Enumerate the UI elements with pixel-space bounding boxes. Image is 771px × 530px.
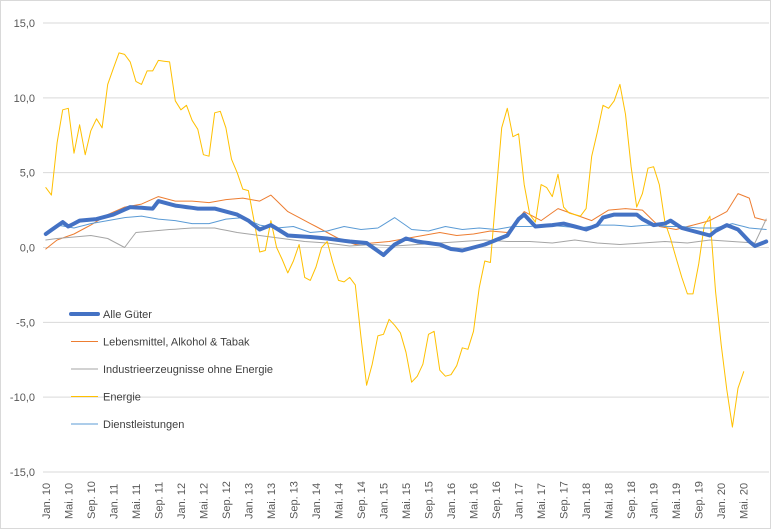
x-tick-label: Mai. 14 (333, 483, 345, 519)
x-tick-label: Mai. 12 (198, 483, 210, 519)
x-tick-label: Jan. 19 (649, 483, 661, 519)
series-line-3 (45, 52, 745, 428)
series-lines (43, 52, 769, 428)
x-tick-label: Mai. 17 (536, 483, 548, 519)
y-tick-label: 15,0 (14, 18, 35, 30)
x-tick-label: Jan. 13 (243, 483, 255, 519)
x-tick-label: Mai. 19 (671, 483, 683, 519)
x-tick-label: Jan. 14 (311, 483, 323, 519)
x-tick-label: Jan. 11 (108, 484, 120, 519)
y-tick-label: -5,0 (16, 317, 35, 329)
x-tick-label: Sep. 14 (356, 481, 368, 519)
x-tick-label: Sep. 18 (626, 481, 638, 519)
x-tick-label: Sep. 19 (694, 481, 706, 519)
x-tick-label: Sep. 15 (424, 481, 436, 519)
x-tick-label: Jan. 16 (446, 483, 458, 519)
legend-label: Industrieerzeugnisse ohne Energie (103, 364, 273, 376)
series-line-2 (45, 218, 767, 248)
x-tick-label: Mai. 16 (469, 483, 481, 519)
legend-label: Dienstleistungen (103, 419, 184, 431)
x-tick-label: Mai. 13 (266, 483, 278, 519)
x-tick-label: Sep. 11 (153, 482, 165, 519)
x-tick-label: Jan. 10 (41, 483, 53, 519)
x-tick-label: Sep. 12 (221, 481, 233, 519)
legend-label: Lebensmittel, Alkohol & Tabak (103, 337, 250, 349)
y-tick-label: 5,0 (20, 168, 35, 180)
y-tick-label: -10,0 (10, 392, 35, 404)
legend-label: Energie (103, 392, 141, 404)
x-tick-label: Jan. 20 (716, 483, 728, 519)
x-tick-label: Mai. 20 (739, 483, 751, 519)
y-tick-label: 10,0 (14, 93, 35, 105)
x-tick-label: Mai. 10 (63, 483, 75, 519)
x-tick-label: Jan. 17 (514, 483, 526, 519)
x-axis-ticks: Jan. 10 Mai. 10 Sep. 10 Jan. 11 Mai. 11 Sep. … (41, 481, 751, 519)
x-tick-label: Jan. 12 (176, 483, 188, 519)
x-tick-label: Mai. 18 (604, 483, 616, 519)
x-tick-label: Sep. 17 (559, 481, 571, 519)
series-line-0 (43, 199, 769, 257)
series-line-4 (45, 215, 767, 235)
gridlines (43, 22, 769, 473)
x-tick-label: Mai. 11 (131, 484, 143, 519)
x-tick-label: Mai. 15 (401, 483, 413, 519)
y-axis-ticks: 15,0 10,0 5,0 0,0 -5,0 -10,0 -15,0 (10, 18, 35, 479)
legend-label: Alle Güter (103, 309, 152, 321)
y-tick-label: 0,0 (20, 243, 35, 255)
x-tick-label: Sep. 16 (491, 481, 503, 519)
x-tick-label: Sep. 10 (86, 481, 98, 519)
x-tick-label: Jan. 15 (378, 483, 390, 519)
x-tick-label: Sep. 13 (288, 481, 300, 519)
legend: Alle Güter Lebensmittel, Alkohol & Tabak I… (69, 309, 273, 431)
y-tick-label: -15,0 (10, 467, 35, 479)
x-tick-label: Jan. 18 (581, 483, 593, 519)
